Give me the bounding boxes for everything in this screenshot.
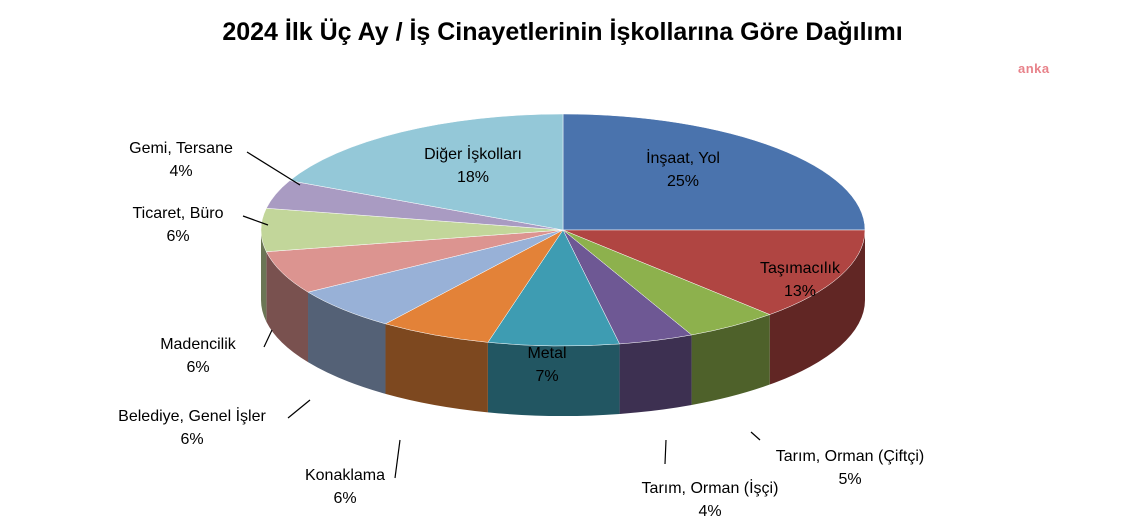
- pie-side-metal: [487, 342, 620, 416]
- slice-labels: İnşaat, Yol 25% Taşımacılık 13% Tarım, Orman…: [118, 140, 924, 520]
- watermark-logo: anka: [1018, 61, 1050, 76]
- slice-value-konaklama: 6%: [333, 490, 356, 507]
- leader-line-tarim-orman-isci: [664, 439, 667, 465]
- slice-label-konaklama: Konaklama: [305, 467, 385, 484]
- slice-label-ticaret-buro: Ticaret, Büro: [133, 205, 224, 222]
- pie-slice-metal: [487, 229, 620, 347]
- pie-side-ticaret-buro: [261, 230, 267, 322]
- leader-line-gemi-tersane: [246, 151, 301, 186]
- pie-side-konaklama: [385, 323, 488, 413]
- pie-side-tarim-orman-ciftci: [691, 314, 770, 405]
- leader-line-konaklama: [394, 439, 401, 479]
- pie-sides: [261, 230, 865, 416]
- slice-label-tarim-orman-ciftci: Tarım, Orman (Çiftçi): [776, 448, 924, 465]
- slice-value-tarim-orman-ciftci: 5%: [838, 471, 861, 488]
- leader-line-tarim-orman-ciftci: [750, 431, 761, 441]
- slice-label-diger-iskollari: Diğer İşkolları: [424, 144, 522, 163]
- slice-value-tarim-orman-isci: 4%: [698, 503, 721, 520]
- slice-value-madencilik: 6%: [186, 359, 209, 376]
- slice-label-insaat-yol: İnşaat, Yol: [646, 148, 720, 167]
- pie-side-tasimacilik: [769, 230, 865, 385]
- slice-label-tarim-orman-isci: Tarım, Orman (İşçi): [642, 478, 779, 497]
- slice-value-tasimacilik: 13%: [784, 283, 816, 300]
- pie-slice-tasimacilik: [562, 229, 866, 315]
- pie-slice-diger-iskollari: [289, 113, 564, 231]
- pie-side-belediye-genel-isler: [308, 292, 386, 394]
- leader-lines: [242, 151, 761, 479]
- slice-value-insaat-yol: 25%: [667, 173, 699, 190]
- slice-label-gemi-tersane: Gemi, Tersane: [129, 140, 233, 157]
- pie-side-tarim-orman-isci: [619, 334, 692, 414]
- leader-line-ticaret-buro: [242, 215, 269, 226]
- pie-tops: [260, 113, 866, 347]
- pie-slice-insaat-yol: [562, 113, 866, 231]
- slice-value-belediye-genel-isler: 6%: [180, 431, 203, 448]
- slice-value-metal: 7%: [535, 368, 558, 385]
- slice-value-gemi-tersane: 4%: [169, 163, 192, 180]
- slice-value-diger-iskollari: 18%: [457, 169, 489, 186]
- slice-value-ticaret-buro: 6%: [166, 228, 189, 245]
- slice-label-metal: Metal: [527, 345, 566, 362]
- leader-line-belediye-genel-isler: [287, 399, 311, 419]
- slice-label-madencilik: Madencilik: [160, 336, 237, 353]
- chart-title: 2024 İlk Üç Ay / İş Cinayetlerinin İşkol…: [222, 18, 903, 46]
- pie-side-madencilik: [266, 251, 309, 363]
- leader-line-madencilik: [263, 329, 273, 348]
- slice-label-tasimacilik: Taşımacılık: [760, 260, 841, 277]
- slice-label-belediye-genel-isler: Belediye, Genel İşler: [118, 406, 266, 425]
